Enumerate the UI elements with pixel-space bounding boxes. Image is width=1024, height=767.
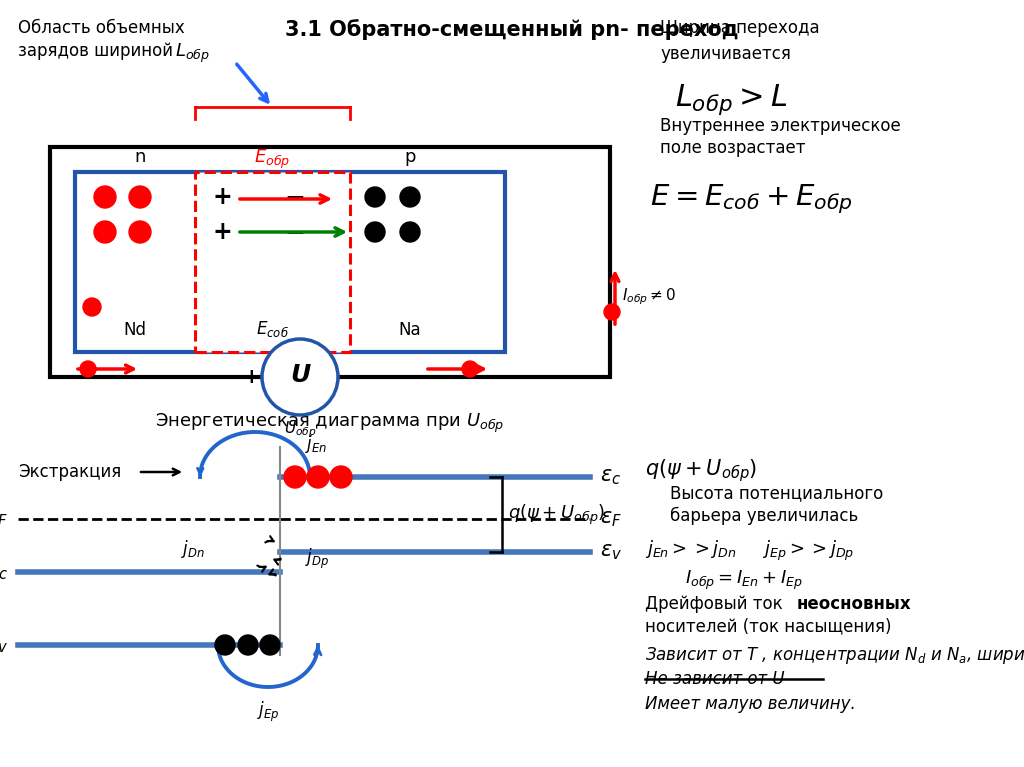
Bar [195,172,350,352]
Circle shape [80,361,96,377]
Text: Ширина перехода: Ширина перехода [660,19,819,37]
Text: Энергетическая диаграмма при $U_{обр}$: Энергетическая диаграмма при $U_{обр}$ [156,412,505,435]
Text: Внутреннее электрическое: Внутреннее электрическое [660,117,901,135]
Circle shape [129,221,151,243]
Circle shape [238,635,258,655]
Text: $j_{Ep}$: $j_{Ep}$ [257,700,280,724]
Text: +: + [212,220,231,244]
Text: неосновных: неосновных [797,595,911,613]
Text: $j_{En}$: $j_{En}$ [305,433,328,455]
Text: $L_{обр}$: $L_{обр}$ [175,42,210,65]
Text: $\varepsilon_v$: $\varepsilon_v$ [0,635,8,655]
Text: −: − [285,185,305,209]
Circle shape [365,222,385,242]
Text: Имеет малую величину.: Имеет малую величину. [645,695,856,713]
Text: +: + [212,185,231,209]
Text: Экстракция: Экстракция [18,463,121,481]
Circle shape [462,361,478,377]
Circle shape [330,466,352,488]
Circle shape [284,466,306,488]
Text: Дрейфовый ток: Дрейфовый ток [645,595,787,613]
Text: $\varepsilon_c$: $\varepsilon_c$ [600,467,622,487]
Circle shape [215,635,234,655]
Text: $q(\psi+U_{обр})$: $q(\psi+U_{обр})$ [645,457,758,484]
Circle shape [94,221,116,243]
Text: $\varepsilon_c$: $\varepsilon_c$ [0,562,8,582]
Circle shape [129,186,151,208]
Circle shape [365,187,385,207]
Text: носителей (ток насыщения): носителей (ток насыщения) [645,617,892,635]
Text: 3.1 Обратно-смещенный pn- переход: 3.1 Обратно-смещенный pn- переход [286,19,738,40]
Text: зарядов шириной: зарядов шириной [18,42,173,60]
Text: $j_{Dn}$: $j_{Dn}$ [181,538,205,560]
Text: барьера увеличилась: барьера увеличилась [670,507,858,525]
Text: поле возрастает: поле возрастает [660,139,806,157]
Circle shape [604,304,620,320]
Text: $j_{En}>>j_{Dn}$     $j_{Ep}>>j_{Dp}$: $j_{En}>>j_{Dn}$ $j_{Ep}>>j_{Dp}$ [645,539,854,563]
Circle shape [400,187,420,207]
Text: Высота потенциального: Высота потенциального [670,484,884,502]
Text: $E_{обр}$: $E_{обр}$ [254,147,290,170]
Circle shape [94,186,116,208]
Text: $\varepsilon_v$: $\varepsilon_v$ [600,542,623,562]
Text: $I_{обр}{\neq}0$: $I_{обр}{\neq}0$ [622,287,676,308]
Text: n: n [134,148,145,166]
Text: $L_{обр}>L$: $L_{обр}>L$ [675,82,787,117]
Text: U: U [290,363,310,387]
Text: $E =E_{соб}+E_{обр}$: $E =E_{соб}+E_{обр}$ [650,182,853,216]
Text: Область объемных: Область объемных [18,19,184,37]
Text: Не зависит от U: Не зависит от U [645,670,784,688]
Text: $q(\psi+U_{обр})$: $q(\psi+U_{обр})$ [508,503,605,527]
Text: $\varepsilon_F$: $\varepsilon_F$ [600,509,622,529]
Text: $\varepsilon_F$: $\varepsilon_F$ [0,509,8,529]
Text: увеличивается: увеличивается [660,45,791,63]
Text: +: + [243,367,261,387]
Circle shape [260,635,280,655]
Text: −: − [285,220,305,244]
Text: −: − [340,365,360,389]
Bar [75,172,505,352]
Circle shape [83,298,101,316]
Text: $U_{обр}$: $U_{обр}$ [284,419,316,439]
Text: p: p [404,148,416,166]
Circle shape [262,339,338,415]
Circle shape [400,222,420,242]
Text: Na: Na [398,321,421,339]
Text: Nd: Nd [124,321,146,339]
Circle shape [307,466,329,488]
Text: $E_{соб}$: $E_{соб}$ [256,319,289,339]
Bar [50,147,610,377]
Text: Зависит от T , концентрации $N_d$ и $N_a$, ширины $\Delta\varepsilon$: Зависит от T , концентрации $N_d$ и $N_a… [645,645,1024,666]
Text: $j_{Dp}$: $j_{Dp}$ [305,547,330,571]
Text: $I_{обр}=I_{En}+I_{Ep}$: $I_{обр}=I_{En}+I_{Ep}$ [685,569,803,592]
